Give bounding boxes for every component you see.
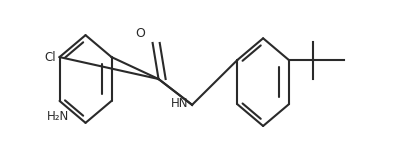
Text: H₂N: H₂N: [46, 110, 69, 123]
Text: Cl: Cl: [44, 51, 55, 64]
Text: O: O: [135, 27, 145, 40]
Text: HN: HN: [171, 97, 188, 109]
